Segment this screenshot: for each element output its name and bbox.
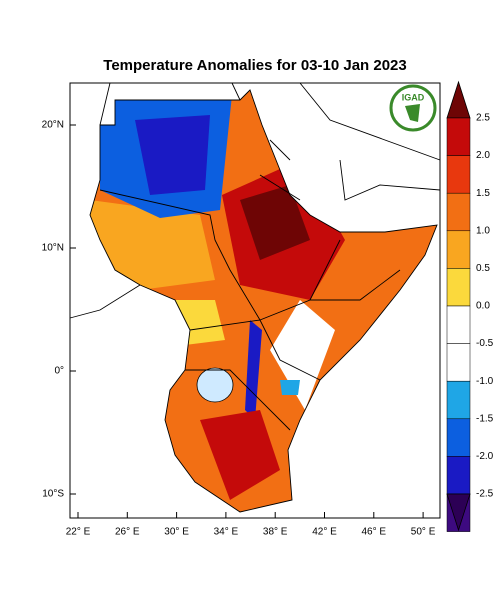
country-borders (69, 82, 441, 431)
hot-core (240, 185, 310, 260)
colorbar-segment (446, 155, 471, 194)
colorbar-segment (446, 380, 471, 420)
lon-label: 46° E (362, 527, 387, 538)
colorbar-cap-bottom (446, 493, 471, 532)
colorbar-segment (446, 305, 471, 344)
colorbar-label: -2.0 (476, 451, 494, 462)
lon-label: 38° E (263, 527, 288, 538)
lon-label: 26° E (115, 527, 140, 538)
lon-label: 50° E (411, 527, 436, 538)
colorbar-label: 1.0 (476, 225, 490, 236)
logo-map (405, 104, 420, 122)
colorbar-label: -0.5 (476, 338, 494, 349)
colorbar-cap-top (446, 80, 471, 119)
colorbar-segment (446, 268, 471, 307)
colorbar-segment (446, 418, 471, 457)
map-title: Temperature Anomalies for 03-10 Jan 2023 (103, 57, 406, 74)
cold-core (135, 115, 210, 195)
colorbar-label: 0.0 (476, 301, 490, 312)
colorbar-label: 1.5 (476, 188, 490, 199)
lat-label: 0° (54, 366, 64, 377)
logo: IGAD (389, 84, 437, 132)
anomaly-field (90, 90, 437, 512)
colorbar-label: 0.5 (476, 263, 490, 274)
borders (69, 82, 441, 513)
lat-label: 10°N (42, 243, 64, 254)
region-outline (89, 89, 438, 513)
colorbar-segment (446, 456, 471, 495)
lon-label: 22° E (66, 527, 91, 538)
colorbar-segment (446, 230, 471, 269)
colorbar-label: -1.0 (476, 376, 494, 387)
lat-label: 10°S (42, 489, 64, 500)
colorbar-label: 2.0 (476, 150, 490, 161)
neutral-patch (270, 300, 335, 410)
lake-victoria (196, 367, 234, 403)
colorbar-segment (446, 192, 471, 232)
logo-text: IGAD (402, 92, 425, 102)
cold-spot (280, 380, 300, 395)
colorbar-label: -1.5 (476, 413, 494, 424)
map-frame (69, 82, 441, 519)
lat-label: 20°N (42, 120, 64, 131)
warm-patch (90, 200, 215, 290)
colorbar: 2.5 2.0 1.5 1.0 0.5 0.0 -0.5 -1.0 -1.5 -2.0 -2.5 (446, 80, 494, 532)
colorbar-label: 2.5 (476, 113, 490, 124)
lon-label: 42° E (312, 527, 337, 538)
rift-cold (245, 320, 262, 420)
lon-label: 30° E (164, 527, 189, 538)
axis-ticks: 22° E 26° E 30° E 34° E 38° E 42° E 46° E 50° E… (42, 120, 436, 538)
colorbar-segment (446, 117, 471, 156)
colorbar-label: -2.5 (476, 489, 494, 500)
colorbar-segment (446, 343, 471, 382)
lon-label: 34° E (214, 527, 239, 538)
hot-south (200, 410, 280, 500)
